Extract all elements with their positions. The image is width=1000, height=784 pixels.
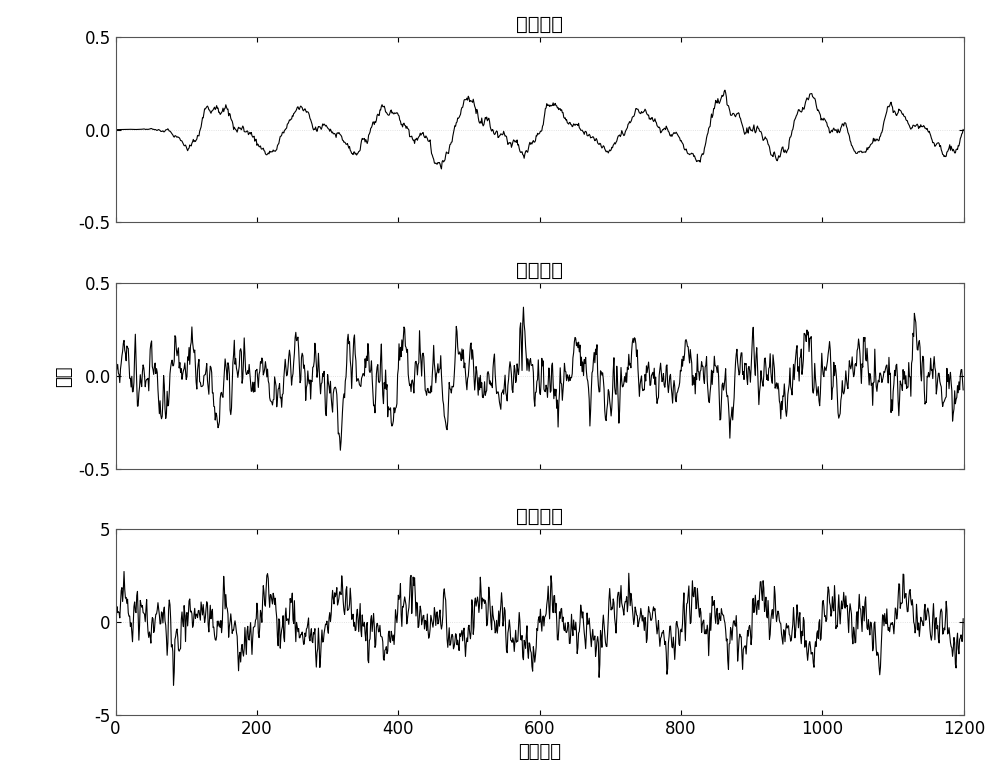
Y-axis label: 幅值: 幅值 bbox=[55, 365, 73, 387]
Title: 沙纸信号: 沙纸信号 bbox=[516, 261, 563, 280]
Title: 敲击信号: 敲击信号 bbox=[516, 15, 563, 34]
X-axis label: 采样点数: 采样点数 bbox=[518, 743, 561, 761]
Title: 断铅信号: 断铅信号 bbox=[516, 507, 563, 526]
